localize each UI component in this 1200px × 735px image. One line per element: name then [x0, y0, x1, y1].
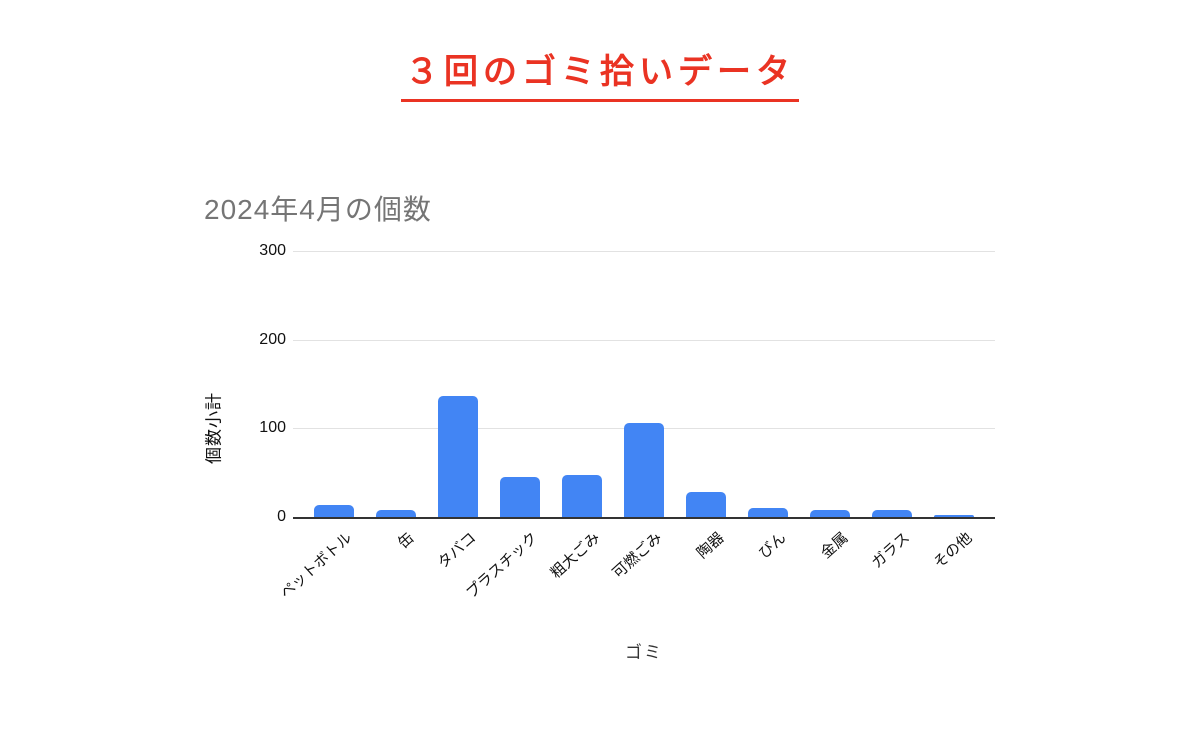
x-category-label-8: びん: [755, 529, 790, 562]
y-tick-label-300: 300: [259, 242, 286, 259]
bar-1: [314, 505, 354, 517]
x-axis-labels: ペットボトル缶タバコ プラスチック 粗大ごみ 可燃ごみ 陶器 びん 金属 ガラス その他: [277, 527, 995, 637]
bar-7: [686, 492, 726, 517]
x-category-label-9: 金属: [817, 529, 852, 562]
x-category-label-7: 陶器: [693, 529, 728, 562]
gridline-200: [293, 339, 995, 341]
x-category-label-2: 缶: [394, 529, 418, 552]
x-axis-title: ゴミ: [625, 643, 663, 662]
bar-10: [872, 509, 912, 517]
bar-5: [562, 475, 602, 517]
y-axis-ticks: 0 100 200 300: [200, 242, 286, 525]
y-tick-label-0: 0: [277, 508, 286, 525]
bar-9: [810, 509, 850, 517]
bar-8: [748, 508, 788, 517]
gridline-300: [293, 251, 995, 252]
bar-2: [376, 509, 416, 517]
bar-4: [500, 477, 540, 517]
x-category-label-1: ペットボトル: [277, 529, 356, 603]
bar-11: [934, 515, 974, 517]
x-category-label-6: 可燃ごみ: [609, 529, 666, 583]
plot-area: [293, 251, 995, 519]
x-category-label-10: ガラス: [868, 529, 914, 572]
page-title-row: ３回のゴミ拾いデータ: [0, 44, 1200, 102]
x-category-label-5: 粗大ごみ: [547, 529, 604, 583]
page-title: ３回のゴミ拾いデータ: [401, 44, 799, 102]
x-category-label-11: その他: [930, 529, 976, 572]
y-tick-label-200: 200: [259, 330, 286, 348]
bar-3: [438, 396, 478, 517]
chart-title: 2024年4月の個数: [204, 194, 432, 225]
bar-6: [624, 423, 664, 517]
x-category-label-3: タバコ: [434, 529, 480, 572]
y-tick-label-100: 100: [259, 419, 286, 437]
